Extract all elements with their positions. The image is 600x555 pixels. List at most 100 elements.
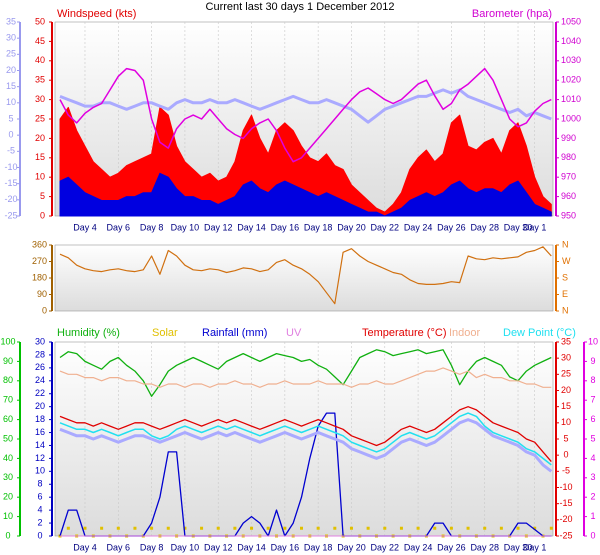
y-tick-label: 5 bbox=[8, 113, 13, 123]
x-tick-label: Day 1 bbox=[523, 542, 547, 552]
y-tick-label: 1050 bbox=[561, 16, 581, 26]
y-tick-label: 50 bbox=[3, 433, 13, 443]
y-tick-label: 9 bbox=[590, 356, 595, 366]
solar-mark bbox=[100, 526, 104, 530]
x-tick-label: Day 30 bbox=[504, 222, 533, 232]
y-tick-label: 180 bbox=[32, 272, 47, 282]
solar-mark bbox=[58, 534, 62, 538]
y-tick-label: 20 bbox=[35, 401, 45, 411]
y-tick-label: 22 bbox=[35, 388, 45, 398]
y-tick-label: -25 bbox=[4, 210, 17, 220]
y-tick-label: 50 bbox=[35, 16, 45, 26]
x-tick-label: Day 20 bbox=[337, 222, 366, 232]
solar-mark bbox=[516, 526, 520, 530]
y-tick-label: 25 bbox=[6, 49, 16, 59]
y-tick-label: 24 bbox=[35, 375, 45, 385]
y-tick-label: 90 bbox=[3, 356, 13, 366]
y-tick-label: W bbox=[562, 256, 571, 266]
y-tick-label: 10 bbox=[588, 336, 598, 346]
y-tick-label: 0 bbox=[563, 450, 568, 460]
legend-label: Dew Point (°C) bbox=[503, 327, 576, 339]
series-line bbox=[59, 67, 552, 163]
y-tick-label: 4 bbox=[590, 453, 595, 463]
y-tick-label: 70 bbox=[3, 395, 13, 405]
y-tick-label: 30 bbox=[35, 336, 45, 346]
solar-mark bbox=[183, 526, 187, 530]
y-tick-label: 980 bbox=[561, 152, 576, 162]
series-line bbox=[59, 349, 552, 397]
y-tick-label: 6 bbox=[590, 414, 595, 424]
y-tick-label: 40 bbox=[35, 55, 45, 65]
y-tick-label: 10 bbox=[561, 417, 571, 427]
series-line bbox=[59, 88, 552, 124]
y-tick-label: 360 bbox=[32, 239, 47, 249]
y-tick-label: -10 bbox=[4, 162, 17, 172]
y-tick-label: 30 bbox=[561, 353, 571, 363]
y-tick-label: -15 bbox=[4, 178, 17, 188]
x-tick-label: Day 28 bbox=[470, 222, 499, 232]
y-tick-label: N bbox=[562, 305, 569, 315]
x-tick-label: Day 26 bbox=[437, 542, 466, 552]
y-tick-label: 3 bbox=[590, 472, 595, 482]
y-tick-label: 1010 bbox=[561, 94, 581, 104]
y-tick-label: 25 bbox=[561, 369, 571, 379]
y-tick-label: 30 bbox=[35, 94, 45, 104]
y-tick-label: E bbox=[562, 289, 568, 299]
y-tick-label: -5 bbox=[562, 466, 570, 476]
x-tick-label: Day 20 bbox=[337, 542, 366, 552]
y-tick-label: 18 bbox=[35, 414, 45, 424]
x-tick-label: Day 10 bbox=[171, 222, 200, 232]
legend-label: UV bbox=[286, 327, 302, 339]
y-tick-label: 10 bbox=[35, 466, 45, 476]
solar-mark bbox=[416, 526, 420, 530]
y-tick-label: 100 bbox=[0, 336, 15, 346]
solar-mark bbox=[150, 526, 154, 530]
solar-mark bbox=[549, 526, 553, 530]
x-tick-label: Day 4 bbox=[73, 222, 97, 232]
y-tick-label: 990 bbox=[561, 133, 576, 143]
x-tick-label: Day 6 bbox=[107, 222, 131, 232]
y-tick-label: 12 bbox=[35, 453, 45, 463]
y-tick-label: 10 bbox=[35, 172, 45, 182]
axis-title: Barometer (hpa) bbox=[472, 8, 552, 20]
y-tick-label: 1030 bbox=[561, 55, 581, 65]
y-tick-label: 30 bbox=[3, 472, 13, 482]
solar-mark bbox=[283, 526, 287, 530]
x-tick-label: Day 1 bbox=[523, 222, 547, 232]
solar-mark bbox=[366, 526, 370, 530]
solar-mark bbox=[399, 526, 403, 530]
y-tick-label: 15 bbox=[561, 401, 571, 411]
y-tick-label: 0 bbox=[37, 530, 42, 540]
solar-mark bbox=[466, 526, 470, 530]
y-tick-label: -10 bbox=[559, 482, 572, 492]
solar-mark bbox=[233, 526, 237, 530]
y-tick-label: 20 bbox=[35, 133, 45, 143]
y-tick-label: 15 bbox=[35, 152, 45, 162]
y-tick-label: 1040 bbox=[561, 36, 581, 46]
y-tick-label: 10 bbox=[6, 97, 16, 107]
x-tick-label: Day 6 bbox=[107, 542, 131, 552]
x-tick-label: Day 12 bbox=[204, 542, 233, 552]
solar-mark bbox=[316, 526, 320, 530]
legend-label: Indoor bbox=[449, 327, 481, 339]
y-tick-label: 45 bbox=[35, 36, 45, 46]
solar-mark bbox=[200, 526, 204, 530]
y-tick-label: 6 bbox=[37, 492, 42, 502]
x-tick-label: Day 16 bbox=[271, 542, 300, 552]
x-tick-label: Day 8 bbox=[140, 542, 164, 552]
solar-mark bbox=[449, 526, 453, 530]
y-tick-label: -15 bbox=[559, 498, 572, 508]
solar-mark bbox=[383, 526, 387, 530]
y-tick-label: 950 bbox=[561, 210, 576, 220]
y-tick-label: 1 bbox=[590, 511, 595, 521]
solar-mark bbox=[116, 526, 120, 530]
series-line bbox=[59, 367, 552, 388]
x-tick-label: Day 10 bbox=[171, 542, 200, 552]
y-tick-label: 20 bbox=[561, 385, 571, 395]
legend-label: Temperature (°C) bbox=[362, 327, 446, 339]
x-tick-label: Day 18 bbox=[304, 542, 333, 552]
x-tick-label: Day 12 bbox=[204, 222, 233, 232]
legend-label: Humidity (%) bbox=[57, 327, 120, 339]
series-line bbox=[59, 412, 552, 466]
